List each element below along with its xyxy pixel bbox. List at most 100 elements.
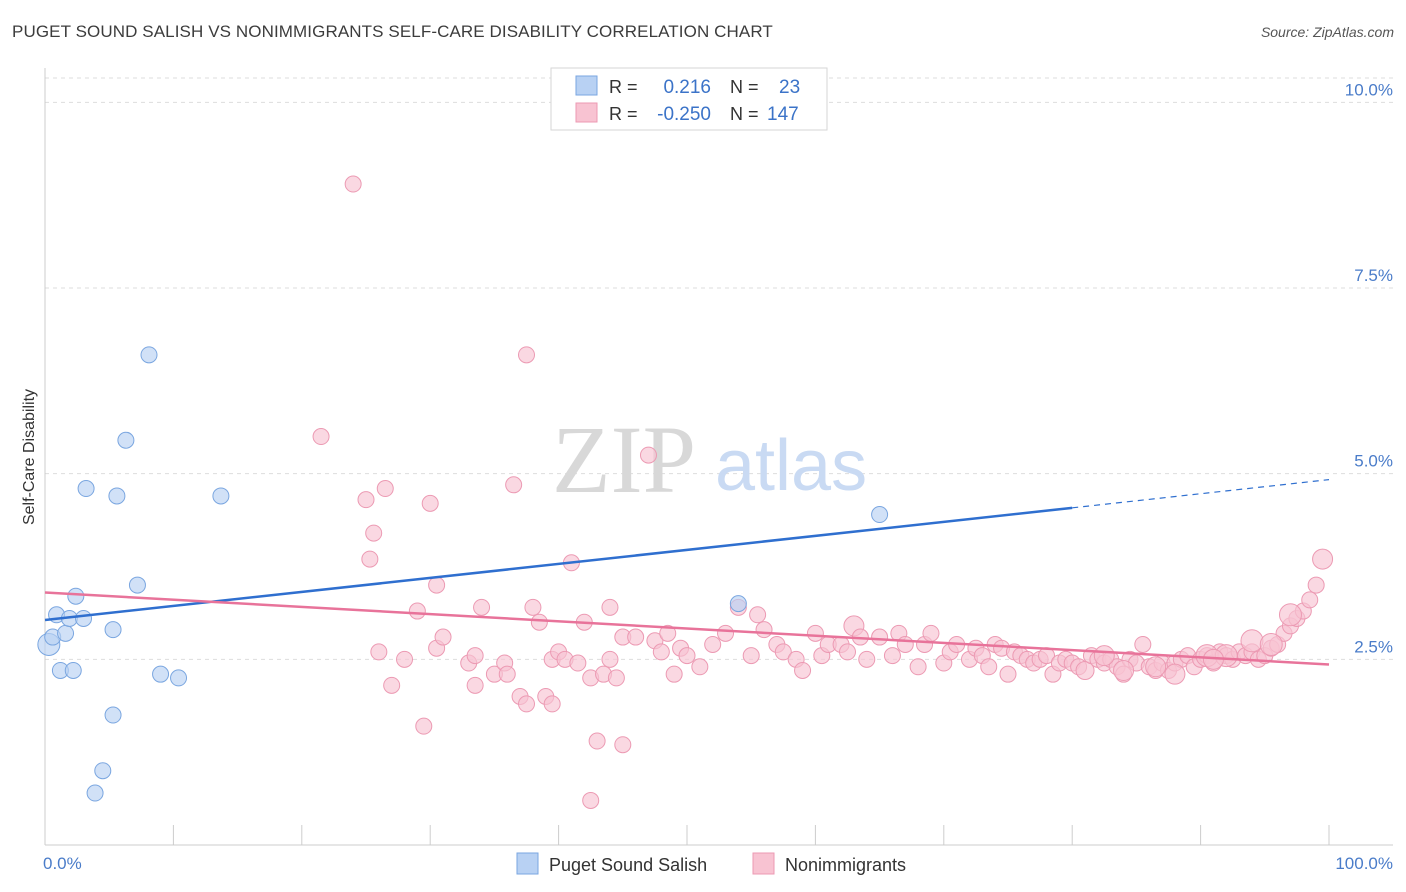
puget-sound-salish-point — [729, 595, 747, 613]
nonimmigrants-point — [639, 446, 657, 464]
nonimmigrants-point — [1164, 663, 1186, 685]
nonimmigrants-point — [370, 643, 388, 661]
puget-sound-salish-point — [75, 609, 93, 627]
nonimmigrants-point — [1145, 656, 1167, 678]
puget-sound-salish-point — [212, 487, 230, 505]
nonimmigrants-point — [361, 550, 379, 568]
nonimmigrants-point — [498, 665, 516, 683]
puget-sound-salish-point — [57, 624, 75, 642]
bottom-legend-swatch-pink — [752, 852, 775, 875]
nonimmigrants-point — [1312, 548, 1334, 570]
nonimmigrants-point — [999, 665, 1017, 683]
nonimmigrants-point — [1093, 645, 1115, 667]
watermark-atlas: atlas — [715, 426, 867, 506]
grid-lines — [45, 77, 1393, 660]
x-tick-label-min: 0.0% — [43, 854, 82, 873]
nonimmigrants-point — [357, 491, 375, 509]
puget-sound-salish-point — [64, 661, 82, 679]
puget-sound-salish-point — [104, 706, 122, 724]
nonimmigrants-point — [839, 643, 856, 661]
source-label: Source: ZipAtlas.com — [1260, 24, 1394, 40]
nonimmigrants-point — [365, 524, 383, 542]
legend-box: R = 0.216 N = 23 R = -0.250 N = 147 — [550, 67, 828, 131]
legend-swatch-pink — [575, 102, 598, 123]
nonimmigrants-points — [312, 175, 1334, 809]
puget-sound-salish-point — [94, 762, 112, 780]
x-ticks — [172, 825, 1330, 845]
nonimmigrants-point — [627, 628, 645, 646]
nonimmigrants-point — [518, 346, 535, 364]
nonimmigrants-point — [530, 613, 548, 631]
nonimmigrants-point — [704, 635, 722, 653]
nonimmigrants-point — [601, 650, 619, 668]
trend-lines — [44, 479, 1330, 666]
nonimmigrants-point — [614, 736, 632, 754]
y-tick-label: 7.5% — [1354, 266, 1393, 285]
bottom-legend-swatch-blue — [516, 852, 539, 875]
bottom-legend-label-1: Puget Sound Salish — [549, 855, 707, 875]
puget-sound-salish-point — [86, 784, 104, 802]
nonimmigrants-point — [466, 676, 484, 694]
puget-sound-salish-point — [152, 665, 170, 683]
x-tick-label-max: 100.0% — [1335, 854, 1393, 873]
nonimmigrants-point — [678, 647, 696, 665]
nonimmigrants-point — [601, 598, 619, 616]
nonimmigrants-point — [518, 695, 535, 713]
nonimmigrants-point — [691, 658, 709, 676]
nonimmigrants-point — [588, 732, 606, 750]
nonimmigrants-point — [749, 606, 767, 624]
nonimmigrants-point — [421, 494, 439, 512]
nonimmigrants-point — [543, 695, 561, 713]
nonimmigrants-point — [871, 628, 889, 646]
legend-swatch-blue — [575, 75, 598, 96]
nonimmigrants-point — [858, 650, 876, 668]
nonimmigrants-point — [376, 480, 394, 498]
nonimmigrants-point — [755, 621, 773, 639]
nonimmigrants-point — [396, 650, 414, 668]
nonimmigrants-point — [794, 661, 812, 679]
puget-sound-salish-point — [77, 480, 95, 498]
trend-line-puget-sound-salish — [44, 506, 1073, 622]
watermark-zip: ZIP — [552, 406, 696, 513]
nonimmigrants-point — [896, 635, 914, 653]
nonimmigrants-point — [806, 624, 824, 642]
puget-sound-salish-point — [871, 506, 889, 524]
legend-r-label-2: R = — [609, 104, 638, 124]
nonimmigrants-point — [980, 658, 998, 676]
nonimmigrants-point — [922, 624, 940, 642]
nonimmigrants-point — [505, 476, 523, 494]
puget-sound-salish-point — [117, 431, 135, 449]
nonimmigrants-point — [569, 654, 587, 672]
y-tick-labels: 2.5% 5.0% 7.5% 10.0% — [1345, 80, 1393, 656]
nonimmigrants-point — [665, 665, 683, 683]
legend-n-value-1: 23 — [779, 77, 800, 98]
legend-r-value-2: -0.250 — [657, 104, 711, 125]
nonimmigrants-point — [415, 717, 433, 735]
legend-r-label-1: R = — [609, 77, 638, 97]
nonimmigrants-point — [582, 791, 600, 809]
y-tick-label: 2.5% — [1354, 637, 1393, 656]
nonimmigrants-point — [1113, 659, 1135, 681]
nonimmigrants-point — [883, 647, 901, 665]
nonimmigrants-point — [1307, 576, 1325, 594]
nonimmigrants-point — [909, 658, 927, 676]
legend-n-value-2: 147 — [767, 104, 799, 125]
nonimmigrants-point — [717, 624, 735, 642]
nonimmigrants-point — [774, 643, 792, 661]
puget-sound-salish-point — [108, 487, 126, 505]
bottom-legend-label-2: Nonimmigrants — [785, 855, 906, 875]
y-tick-label: 10.0% — [1345, 80, 1393, 99]
nonimmigrants-point — [466, 647, 484, 665]
nonimmigrants-point — [1134, 635, 1152, 653]
nonimmigrants-point — [1259, 632, 1283, 656]
legend-n-label-2: N = — [730, 104, 759, 124]
nonimmigrants-point — [434, 628, 452, 646]
puget-sound-salish-point — [104, 621, 122, 639]
nonimmigrants-point — [607, 669, 625, 687]
chart-title: PUGET SOUND SALISH VS NONIMMIGRANTS SELF… — [12, 22, 773, 41]
trend-line-extension — [1072, 479, 1330, 509]
nonimmigrants-point — [652, 643, 670, 661]
trend-line-nonimmigrants — [44, 591, 1330, 666]
watermark: ZIP atlas — [552, 406, 867, 513]
